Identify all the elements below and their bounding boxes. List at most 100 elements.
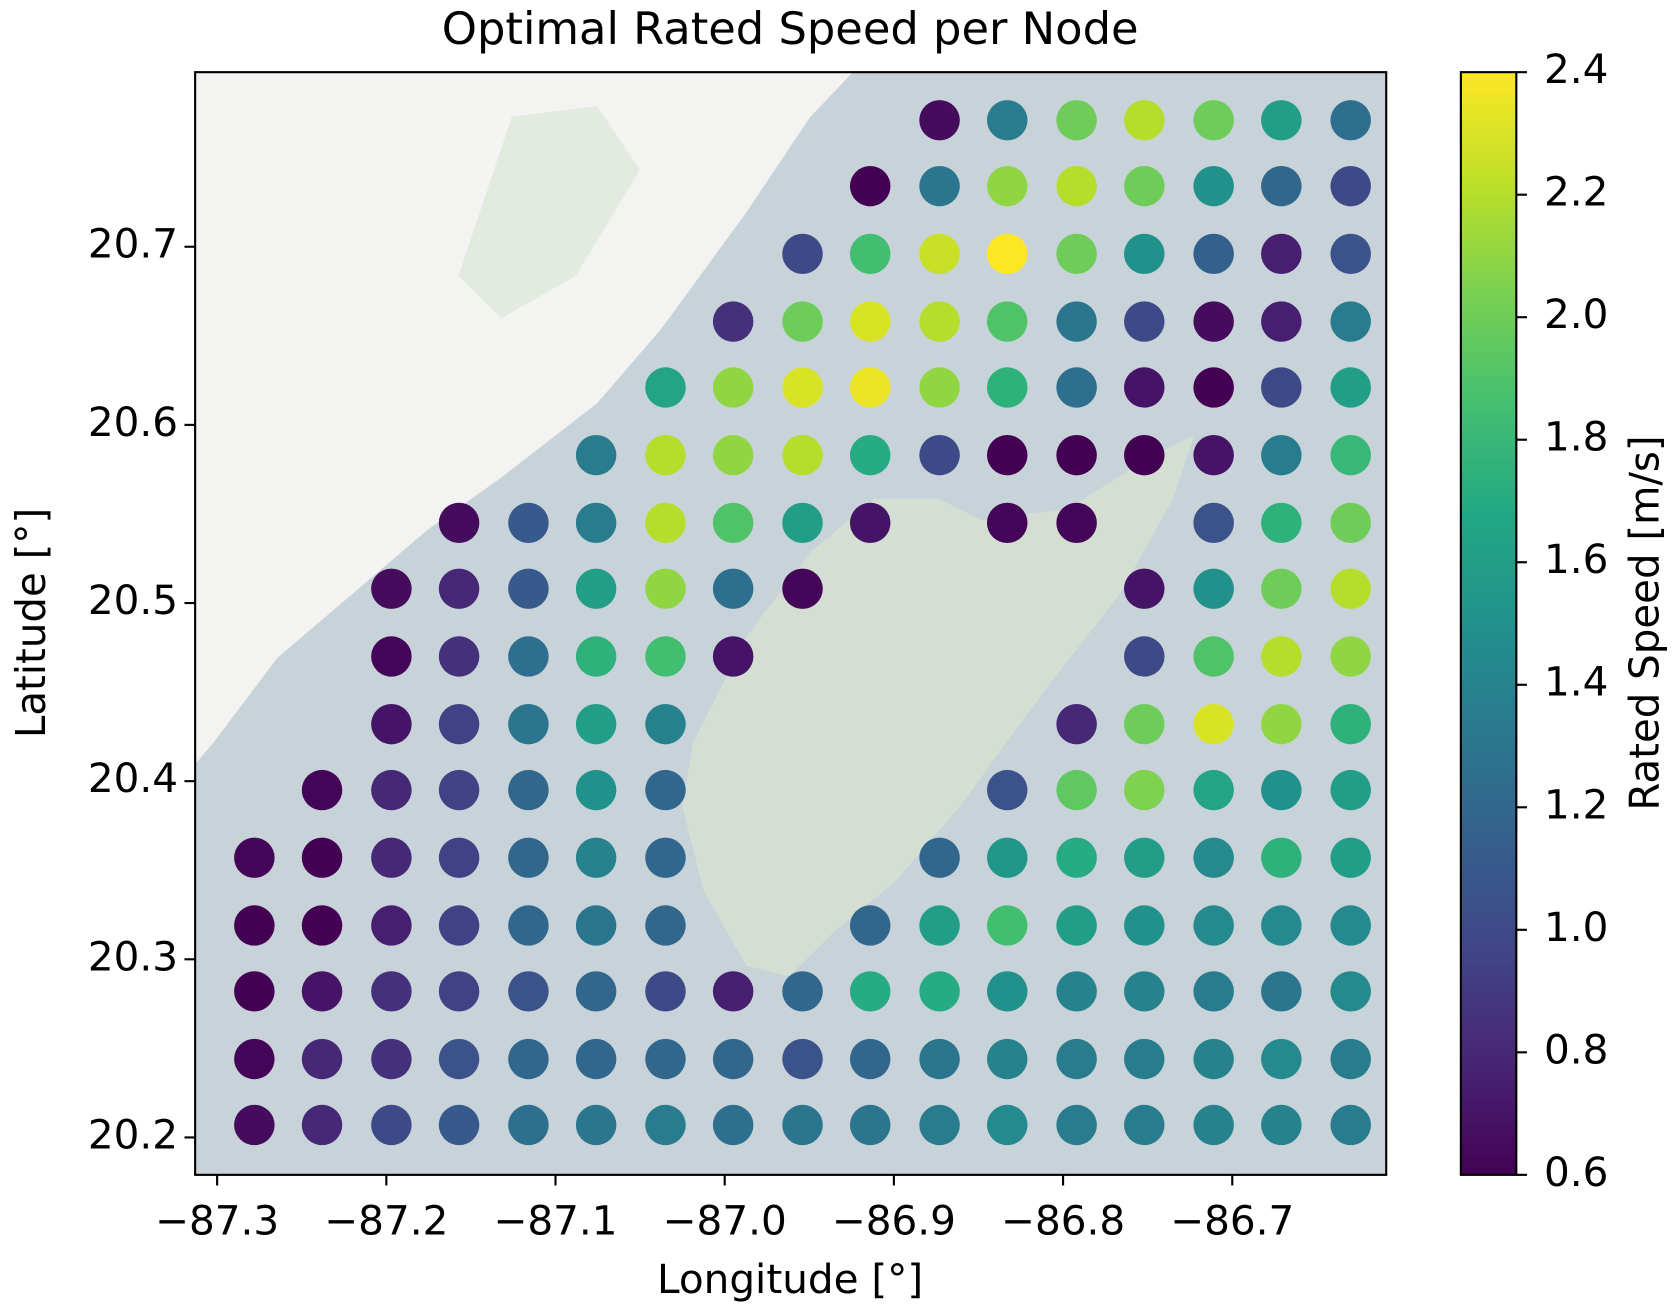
node-point — [782, 1038, 823, 1080]
node-point — [1330, 166, 1371, 207]
node-point — [508, 971, 549, 1012]
node-point — [301, 971, 343, 1012]
node-point — [1261, 837, 1302, 878]
node-point — [1330, 367, 1371, 408]
node-point — [508, 703, 549, 745]
colorbar-label: Rated Speed [m/s] — [1620, 435, 1668, 810]
node-point — [1330, 769, 1371, 811]
node-point — [301, 769, 343, 811]
node-point — [371, 703, 412, 745]
node-point — [508, 837, 549, 878]
node-point — [1261, 568, 1302, 609]
chart-title: Optimal Rated Speed per Node — [442, 3, 1139, 55]
colorbar-tick-label: 2.4 — [1544, 45, 1608, 93]
node-point — [645, 1038, 686, 1080]
node-point — [712, 301, 754, 342]
node-point — [371, 769, 412, 811]
node-point — [712, 1038, 754, 1080]
node-point — [438, 971, 480, 1012]
node-point — [371, 837, 412, 878]
node-point — [575, 502, 617, 544]
node-point — [712, 568, 754, 609]
node-point — [782, 568, 823, 609]
node-point — [986, 166, 1028, 207]
node-point — [1330, 636, 1371, 677]
node-point — [1261, 435, 1302, 476]
colorbar-tick-label: 1.4 — [1544, 658, 1608, 706]
node-point — [1056, 769, 1097, 811]
node-point — [438, 837, 480, 878]
node-point — [438, 636, 480, 677]
y-tick-label: 20.4 — [88, 754, 178, 802]
node-point — [919, 367, 960, 408]
node-point — [782, 502, 823, 544]
node-point — [575, 1104, 617, 1146]
node-point — [919, 837, 960, 878]
colorbar-tick-label: 1.6 — [1544, 535, 1608, 583]
node-point — [1261, 1038, 1302, 1080]
node-point — [575, 435, 617, 476]
node-point — [986, 837, 1028, 878]
node-point — [712, 435, 754, 476]
y-axis-label: Latitude [°] — [7, 508, 55, 738]
node-point — [1193, 769, 1234, 811]
node-point — [1193, 435, 1234, 476]
node-point — [1330, 1104, 1371, 1146]
node-point — [1330, 837, 1371, 878]
node-point — [1193, 568, 1234, 609]
node-point — [508, 769, 549, 811]
node-point — [782, 233, 823, 275]
node-point — [986, 367, 1028, 408]
node-point — [371, 1104, 412, 1146]
node-point — [301, 1038, 343, 1080]
y-tick-label: 20.7 — [88, 220, 178, 268]
node-point — [986, 301, 1028, 342]
node-point — [1330, 568, 1371, 609]
node-point — [712, 636, 754, 677]
node-point — [849, 1104, 891, 1146]
node-point — [1124, 1038, 1165, 1080]
node-point — [234, 971, 275, 1012]
node-point — [1056, 166, 1097, 207]
node-point — [1193, 502, 1234, 544]
node-point — [986, 233, 1028, 275]
node-point — [508, 502, 549, 544]
colorbar-tick-label: 0.8 — [1544, 1025, 1608, 1073]
node-point — [986, 971, 1028, 1012]
node-point — [986, 1038, 1028, 1080]
node-point — [1124, 905, 1165, 946]
node-point — [849, 166, 891, 207]
node-point — [438, 703, 480, 745]
park — [458, 106, 640, 319]
node-point — [1193, 301, 1234, 342]
node-point — [301, 837, 343, 878]
node-point — [1124, 837, 1165, 878]
node-point — [919, 1104, 960, 1146]
node-point — [782, 301, 823, 342]
colorbar-tick-label: 1.2 — [1544, 780, 1608, 828]
node-point — [645, 837, 686, 878]
node-point — [1261, 367, 1302, 408]
node-point — [1124, 100, 1165, 141]
node-point — [575, 837, 617, 878]
node-point — [849, 502, 891, 544]
x-tick-label: −87.3 — [155, 1197, 279, 1245]
y-tick-label: 20.2 — [88, 1111, 178, 1159]
node-point — [1124, 636, 1165, 677]
node-point — [1056, 971, 1097, 1012]
node-point — [371, 905, 412, 946]
node-point — [438, 905, 480, 946]
node-point — [234, 905, 275, 946]
node-point — [508, 1104, 549, 1146]
node-point — [438, 1104, 480, 1146]
node-point — [645, 367, 686, 408]
node-point — [1056, 301, 1097, 342]
node-point — [849, 435, 891, 476]
node-point — [919, 233, 960, 275]
node-point — [986, 435, 1028, 476]
node-point — [371, 568, 412, 609]
node-point — [919, 971, 960, 1012]
node-point — [782, 367, 823, 408]
node-point — [1330, 233, 1371, 275]
